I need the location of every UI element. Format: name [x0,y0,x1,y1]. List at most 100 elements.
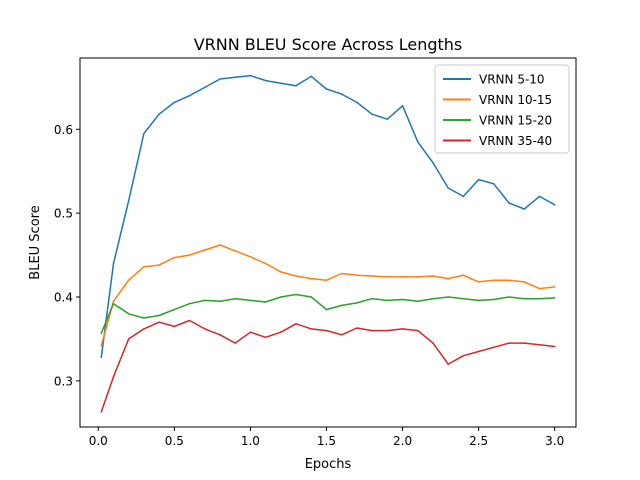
data-point-4-8 [204,328,206,330]
data-point-2-14 [295,275,297,277]
data-point-3-22 [417,300,419,303]
data-point-2-15 [310,277,313,280]
data-point-1-16 [325,88,328,90]
data-point-1-14 [295,84,297,87]
legend-label: VRNN 15-20 [479,114,552,128]
data-point-1-26 [477,178,480,181]
data-point-3-26 [477,299,480,302]
data-point-2-2 [112,300,115,303]
legend: VRNN 5-10 VRNN 10-15 VRNN 15-20 VRNN 35-40 [434,64,570,154]
data-point-4-16 [325,329,328,332]
data-point-3-5 [158,314,160,317]
data-point-4-4 [143,328,145,330]
data-point-2-1 [100,344,103,347]
data-point-3-19 [371,297,373,300]
data-point-3-3 [127,313,130,315]
data-point-2-20 [386,276,389,278]
data-point-3-30 [538,297,541,300]
x-axis-label: Epochs [305,457,352,472]
data-point-4-27 [493,346,495,349]
data-point-2-10 [234,250,236,252]
data-point-1-12 [264,79,267,82]
y-axis: 0.3 0.4 0.5 0.6 [54,123,80,388]
x-tick-label: 1.5 [317,434,336,448]
data-point-2-24 [447,277,450,280]
data-point-3-7 [188,302,191,305]
data-point-2-6 [173,256,176,259]
data-point-3-9 [219,300,221,303]
data-point-2-27 [493,279,495,282]
data-point-2-5 [158,264,160,266]
data-point-3-28 [508,296,510,298]
data-point-4-30 [538,344,541,346]
data-point-2-30 [538,287,541,290]
data-point-4-14 [295,323,297,325]
data-point-3-6 [173,308,176,311]
data-point-1-2 [112,262,115,265]
plot-frame [79,57,577,428]
data-point-2-7 [188,254,191,256]
data-point-4-11 [249,331,252,334]
data-point-3-2 [112,302,115,305]
data-point-4-31 [553,345,556,348]
data-point-1-29 [523,208,526,210]
series-layer [100,74,556,413]
data-point-4-12 [264,336,267,339]
legend-box [434,64,570,154]
data-point-1-3 [127,199,130,202]
data-point-2-8 [204,249,206,251]
data-point-2-3 [127,279,130,282]
data-point-2-9 [219,244,221,246]
x-tick-label: 0.0 [89,434,108,448]
data-point-2-11 [249,255,252,258]
x-tick-label: 1.0 [241,434,260,448]
data-point-2-18 [356,274,358,277]
data-point-2-16 [325,279,328,282]
data-point-3-16 [325,308,328,311]
data-point-2-29 [523,281,526,283]
data-point-3-21 [401,298,404,301]
data-point-2-22 [417,276,419,278]
data-point-4-1 [100,411,103,413]
data-point-2-26 [477,281,480,283]
y-axis-label: BLEU Score [28,205,43,279]
data-point-4-6 [173,325,176,328]
data-point-1-31 [553,204,556,206]
data-point-1-4 [143,132,145,135]
data-point-2-4 [143,266,145,268]
data-point-4-22 [417,329,419,332]
data-point-3-24 [447,296,450,298]
legend-label: VRNN 10-15 [479,93,552,107]
data-point-4-21 [401,328,404,330]
y-tick-label: 0.6 [54,123,73,137]
data-point-1-17 [340,93,343,95]
data-point-3-10 [234,297,236,300]
data-point-2-25 [462,274,465,277]
data-point-2-31 [553,286,556,288]
legend-label: VRNN 5-10 [479,73,545,87]
data-point-2-21 [401,276,404,278]
data-point-2-17 [340,272,343,275]
data-point-1-19 [371,113,373,115]
y-tick-label: 0.4 [54,291,73,305]
data-point-4-18 [356,327,358,329]
data-point-4-23 [432,342,434,344]
y-tick-label: 0.3 [54,374,73,388]
legend-label: VRNN 35-40 [479,134,552,148]
x-axis: 0.0 0.5 1.0 1.5 2.0 2.5 3.0 [89,427,564,448]
data-point-1-10 [234,76,236,79]
data-point-4-7 [188,319,191,322]
data-point-3-15 [310,296,313,298]
data-point-1-24 [447,187,450,189]
x-tick-label: 2.0 [393,434,412,448]
data-point-4-29 [523,342,526,344]
data-point-4-2 [112,375,115,378]
data-point-4-13 [280,331,282,334]
data-point-3-17 [340,304,343,307]
data-point-1-27 [493,183,495,185]
data-point-4-28 [508,342,510,344]
data-point-3-31 [553,297,556,299]
data-point-3-27 [493,298,495,301]
data-point-1-15 [310,75,313,78]
